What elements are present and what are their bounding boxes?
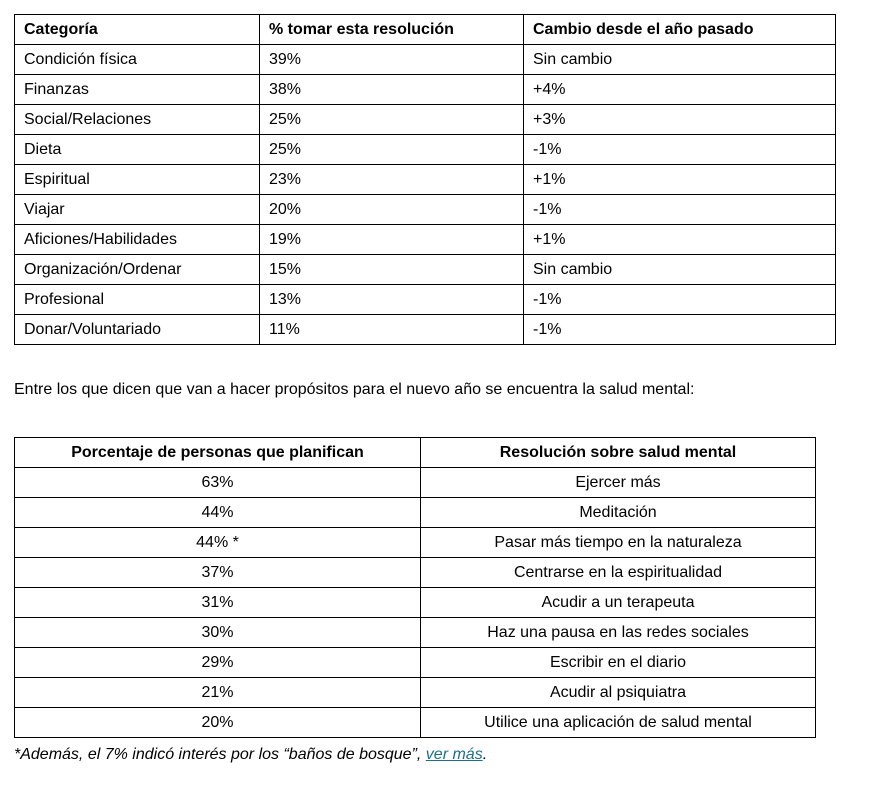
header-change-since-last-year: Cambio desde el año pasado <box>523 14 836 45</box>
table-cell: 13% <box>259 284 524 315</box>
footnote-period: . <box>482 746 488 763</box>
table-cell: Utilice una aplicación de salud mental <box>420 707 816 738</box>
table-cell: Aficiones/Habilidades <box>14 224 260 255</box>
table-cell: 31% <box>14 587 421 618</box>
table-cell: Espiritual <box>14 164 260 195</box>
table-cell: 25% <box>259 104 524 135</box>
table-row: 30% Haz una pausa en las redes sociales <box>14 617 816 648</box>
table-cell: Dieta <box>14 134 260 165</box>
table-cell: 63% <box>14 467 421 498</box>
table-cell: 39% <box>259 44 524 75</box>
table-cell: 25% <box>259 134 524 165</box>
table-cell: Sin cambio <box>523 254 836 285</box>
table-cell: Finanzas <box>14 74 260 105</box>
table-row: 44% Meditación <box>14 497 816 528</box>
table-row: 37% Centrarse en la espiritualidad <box>14 557 816 588</box>
table-cell: Donar/Voluntariado <box>14 314 260 345</box>
table-cell: 23% <box>259 164 524 195</box>
table-cell: +3% <box>523 104 836 135</box>
table-cell: -1% <box>523 314 836 345</box>
table-row: Donar/Voluntariado 11% -1% <box>14 314 836 345</box>
table-row: Profesional 13% -1% <box>14 284 836 315</box>
table-cell: 44% * <box>14 527 421 558</box>
table-cell: 20% <box>259 194 524 225</box>
table-row: Espiritual 23% +1% <box>14 164 836 195</box>
table-cell: Ejercer más <box>420 467 816 498</box>
table-cell: Centrarse en la espiritualidad <box>420 557 816 588</box>
ver-mas-link[interactable]: ver más <box>425 746 483 763</box>
intro-paragraph: Entre los que dicen que van a hacer prop… <box>14 381 695 398</box>
table-row: 20% Utilice una aplicación de salud menta… <box>14 707 816 738</box>
table-cell: Meditación <box>420 497 816 528</box>
header-percent-resolution: % tomar esta resolución <box>259 14 524 45</box>
table-cell: Sin cambio <box>523 44 836 75</box>
table-cell: 20% <box>14 707 421 738</box>
table-cell: Condición física <box>14 44 260 75</box>
table-row: 44% * Pasar más tiempo en la naturaleza <box>14 527 816 558</box>
table-cell: Viajar <box>14 194 260 225</box>
header-percent-planning: Porcentaje de personas que planifican <box>14 437 421 468</box>
table-cell: -1% <box>523 134 836 165</box>
mental-health-table: Porcentaje de personas que planifican Re… <box>14 437 816 738</box>
table-cell: -1% <box>523 194 836 225</box>
table-header-row: Porcentaje de personas que planifican Re… <box>14 437 816 468</box>
table-cell: Acudir al psiquiatra <box>420 677 816 708</box>
header-mental-health-resolution: Resolución sobre salud mental <box>420 437 816 468</box>
table-cell: +4% <box>523 74 836 105</box>
table-row: 31% Acudir a un terapeuta <box>14 587 816 618</box>
footnote: *Además, el 7% indicó interés por los “b… <box>14 745 860 765</box>
table-cell: 19% <box>259 224 524 255</box>
footnote-text: *Además, el 7% indicó interés por los “b… <box>14 746 426 763</box>
table-cell: Pasar más tiempo en la naturaleza <box>420 527 816 558</box>
table-cell: Escribir en el diario <box>420 647 816 678</box>
table-cell: 21% <box>14 677 421 708</box>
table-cell: +1% <box>523 224 836 255</box>
table-row: Viajar 20% -1% <box>14 194 836 225</box>
table-cell: 30% <box>14 617 421 648</box>
table-cell: Haz una pausa en las redes sociales <box>420 617 816 648</box>
header-categoria: Categoría <box>14 14 260 45</box>
table-row: Social/Relaciones 25% +3% <box>14 104 836 135</box>
table-cell: Social/Relaciones <box>14 104 260 135</box>
table-cell: 15% <box>259 254 524 285</box>
table-row: Organización/Ordenar 15% Sin cambio <box>14 254 836 285</box>
table-cell: 37% <box>14 557 421 588</box>
table-cell: Acudir a un terapeuta <box>420 587 816 618</box>
table-row: Finanzas 38% +4% <box>14 74 836 105</box>
table-row: 29% Escribir en el diario <box>14 647 816 678</box>
table-row: 63% Ejercer más <box>14 467 816 498</box>
table-row: Aficiones/Habilidades 19% +1% <box>14 224 836 255</box>
table-cell: 44% <box>14 497 421 528</box>
table-header-row: Categoría % tomar esta resolución Cambio… <box>14 14 836 45</box>
table-cell: 29% <box>14 647 421 678</box>
table-row: Dieta 25% -1% <box>14 134 836 165</box>
page-content: Categoría % tomar esta resolución Cambio… <box>14 14 860 765</box>
table-row: 21% Acudir al psiquiatra <box>14 677 816 708</box>
table-cell: -1% <box>523 284 836 315</box>
table-cell: +1% <box>523 164 836 195</box>
table-cell: 38% <box>259 74 524 105</box>
table-row: Condición física 39% Sin cambio <box>14 44 836 75</box>
table-cell: Profesional <box>14 284 260 315</box>
resolutions-table: Categoría % tomar esta resolución Cambio… <box>14 14 836 345</box>
table-cell: Organización/Ordenar <box>14 254 260 285</box>
table-cell: 11% <box>259 314 524 345</box>
